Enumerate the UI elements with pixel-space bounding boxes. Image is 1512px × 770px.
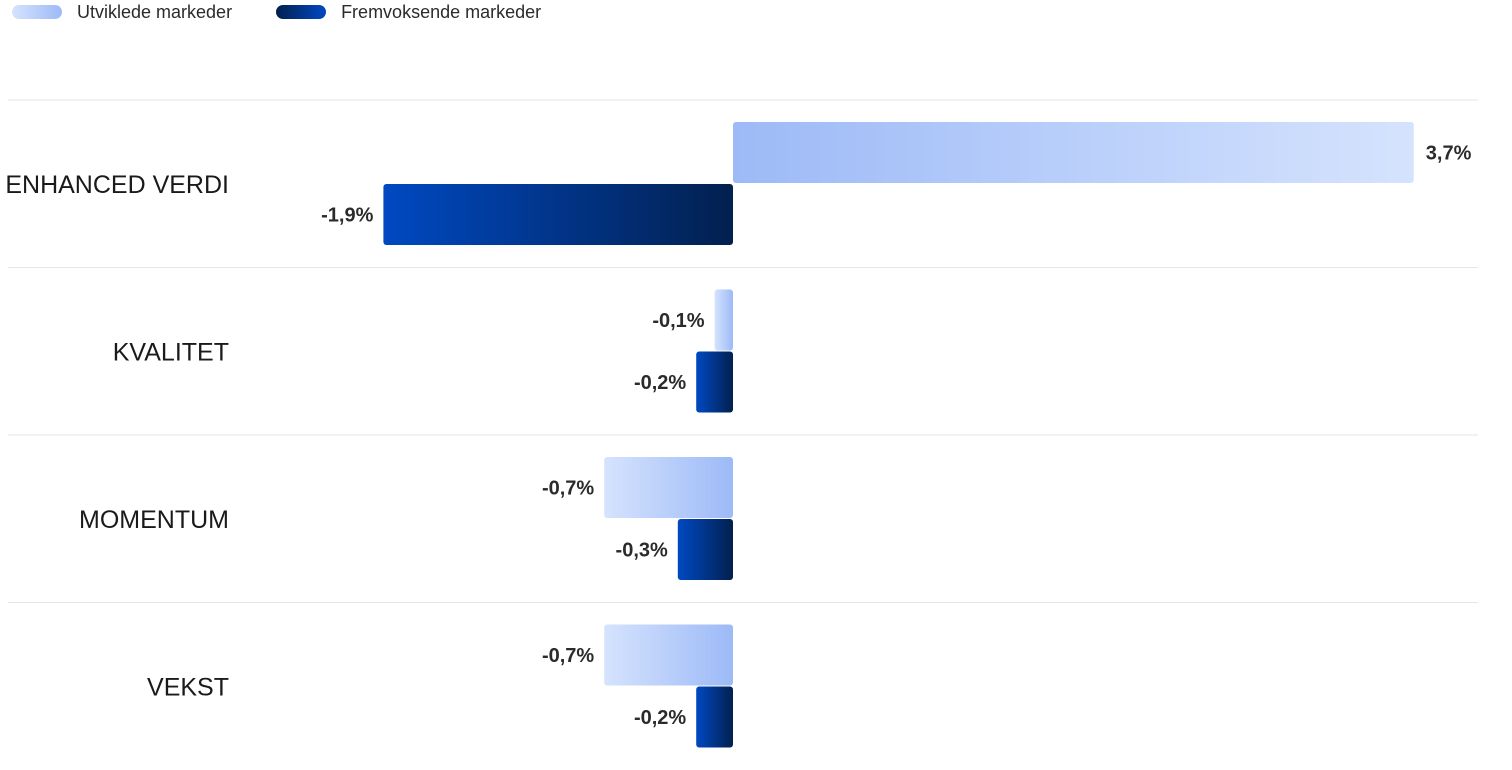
bar-emerging-momentum[interactable] [677, 519, 733, 580]
value-label-emerging-vekst: -0,2% [634, 707, 686, 729]
legend-item-emerging[interactable]: Fremvoksende markeder [276, 2, 541, 23]
bars [383, 122, 1414, 748]
value-label-developed-kvalitet: -0,1% [652, 310, 704, 332]
bar-developed-enhanced-verdi[interactable] [733, 122, 1414, 183]
legend-label-emerging: Fremvoksende markeder [341, 1, 542, 22]
category-label-enhanced-verdi: ENHANCED VERDI [5, 171, 229, 199]
row-dividers [8, 99, 1478, 603]
value-label-developed-vekst: -0,7% [542, 645, 594, 667]
category-label-momentum: MOMENTUM [79, 506, 229, 534]
bar-developed-momentum[interactable] [604, 457, 733, 518]
bar-emerging-enhanced-verdi[interactable] [383, 184, 733, 245]
bar-developed-kvalitet[interactable] [714, 289, 733, 351]
legend-item-developed[interactable]: Utviklede markeder [12, 2, 232, 23]
legend-swatch-developed [12, 5, 62, 19]
value-label-emerging-enhanced-verdi: -1,9% [321, 205, 373, 227]
value-labels: 3,7% -1,9% -0,1% -0,2% -0,7% -0,3% -0,7% -0,2% [321, 143, 1471, 730]
legend-label-developed: Utviklede markeder [77, 1, 233, 22]
category-labels: ENHANCED VERDI KVALITET MOMENTUM VEKST [5, 171, 229, 702]
value-label-developed-enhanced-verdi: 3,7% [1426, 143, 1472, 165]
legend-swatch-emerging [276, 5, 327, 19]
value-label-emerging-kvalitet: -0,2% [634, 372, 686, 394]
bar-emerging-kvalitet[interactable] [696, 351, 733, 413]
category-label-vekst: VEKST [147, 673, 229, 701]
bar-emerging-vekst[interactable] [696, 686, 733, 748]
category-label-kvalitet: KVALITET [113, 338, 229, 366]
legend: Utviklede markeder Fremvoksende markeder [12, 0, 585, 24]
value-label-emerging-momentum: -0,3% [616, 540, 668, 562]
bar-developed-vekst[interactable] [604, 624, 733, 686]
value-label-developed-momentum: -0,7% [542, 478, 594, 500]
